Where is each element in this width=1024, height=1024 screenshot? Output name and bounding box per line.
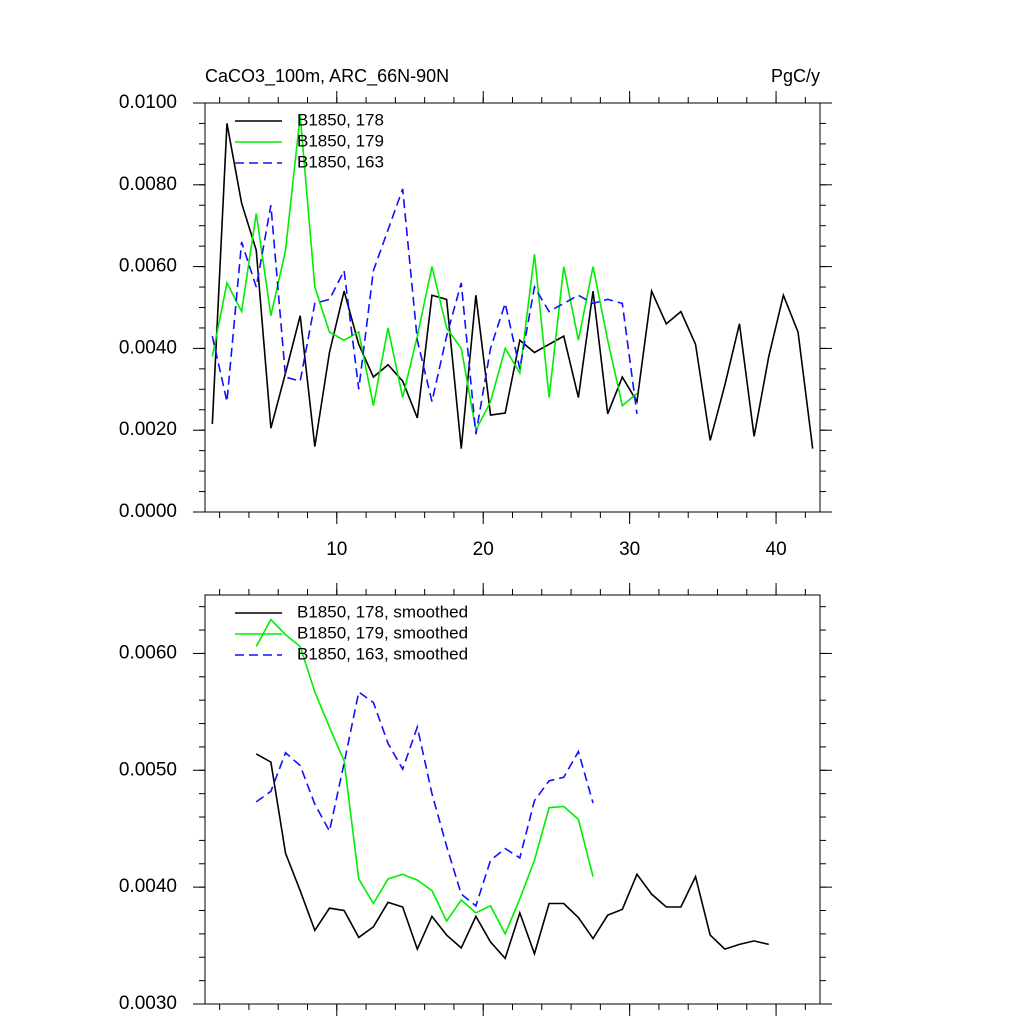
y-tick-label: 0.0000 <box>119 501 177 522</box>
series-line <box>255 690 594 908</box>
series-line <box>211 123 814 449</box>
y-tick-label: 0.0040 <box>119 337 177 358</box>
series-line <box>211 115 638 433</box>
y-tick-label: 0.0060 <box>119 256 177 277</box>
y-tick-label: 0.0030 <box>119 993 177 1014</box>
x-tick-label: 20 <box>473 539 494 560</box>
series-line <box>255 618 594 936</box>
y-tick-label: 0.0050 <box>119 759 177 780</box>
chart-title: CaCO3_100m, ARC_66N-90N <box>205 66 449 87</box>
y-tick-label: 0.0060 <box>119 642 177 663</box>
x-tick-label: 30 <box>619 539 640 560</box>
x-tick-label: 40 <box>766 539 787 560</box>
legend-label: B1850, 179, smoothed <box>297 623 468 642</box>
series-line <box>211 188 638 435</box>
legend-label: B1850, 163, smoothed <box>297 644 468 663</box>
legend-label: B1850, 178, smoothed <box>297 602 468 621</box>
y-tick-label: 0.0020 <box>119 419 177 440</box>
legend-label: B1850, 178 <box>297 110 384 129</box>
legend-label: B1850, 163 <box>297 152 384 171</box>
y-tick-label: 0.0100 <box>119 92 177 113</box>
x-tick-label: 10 <box>326 539 347 560</box>
units-label: PgC/y <box>771 66 820 86</box>
y-tick-label: 0.0080 <box>119 174 177 195</box>
legend-label: B1850, 179 <box>297 131 384 150</box>
series-line <box>255 753 769 961</box>
y-tick-label: 0.0040 <box>119 876 177 897</box>
